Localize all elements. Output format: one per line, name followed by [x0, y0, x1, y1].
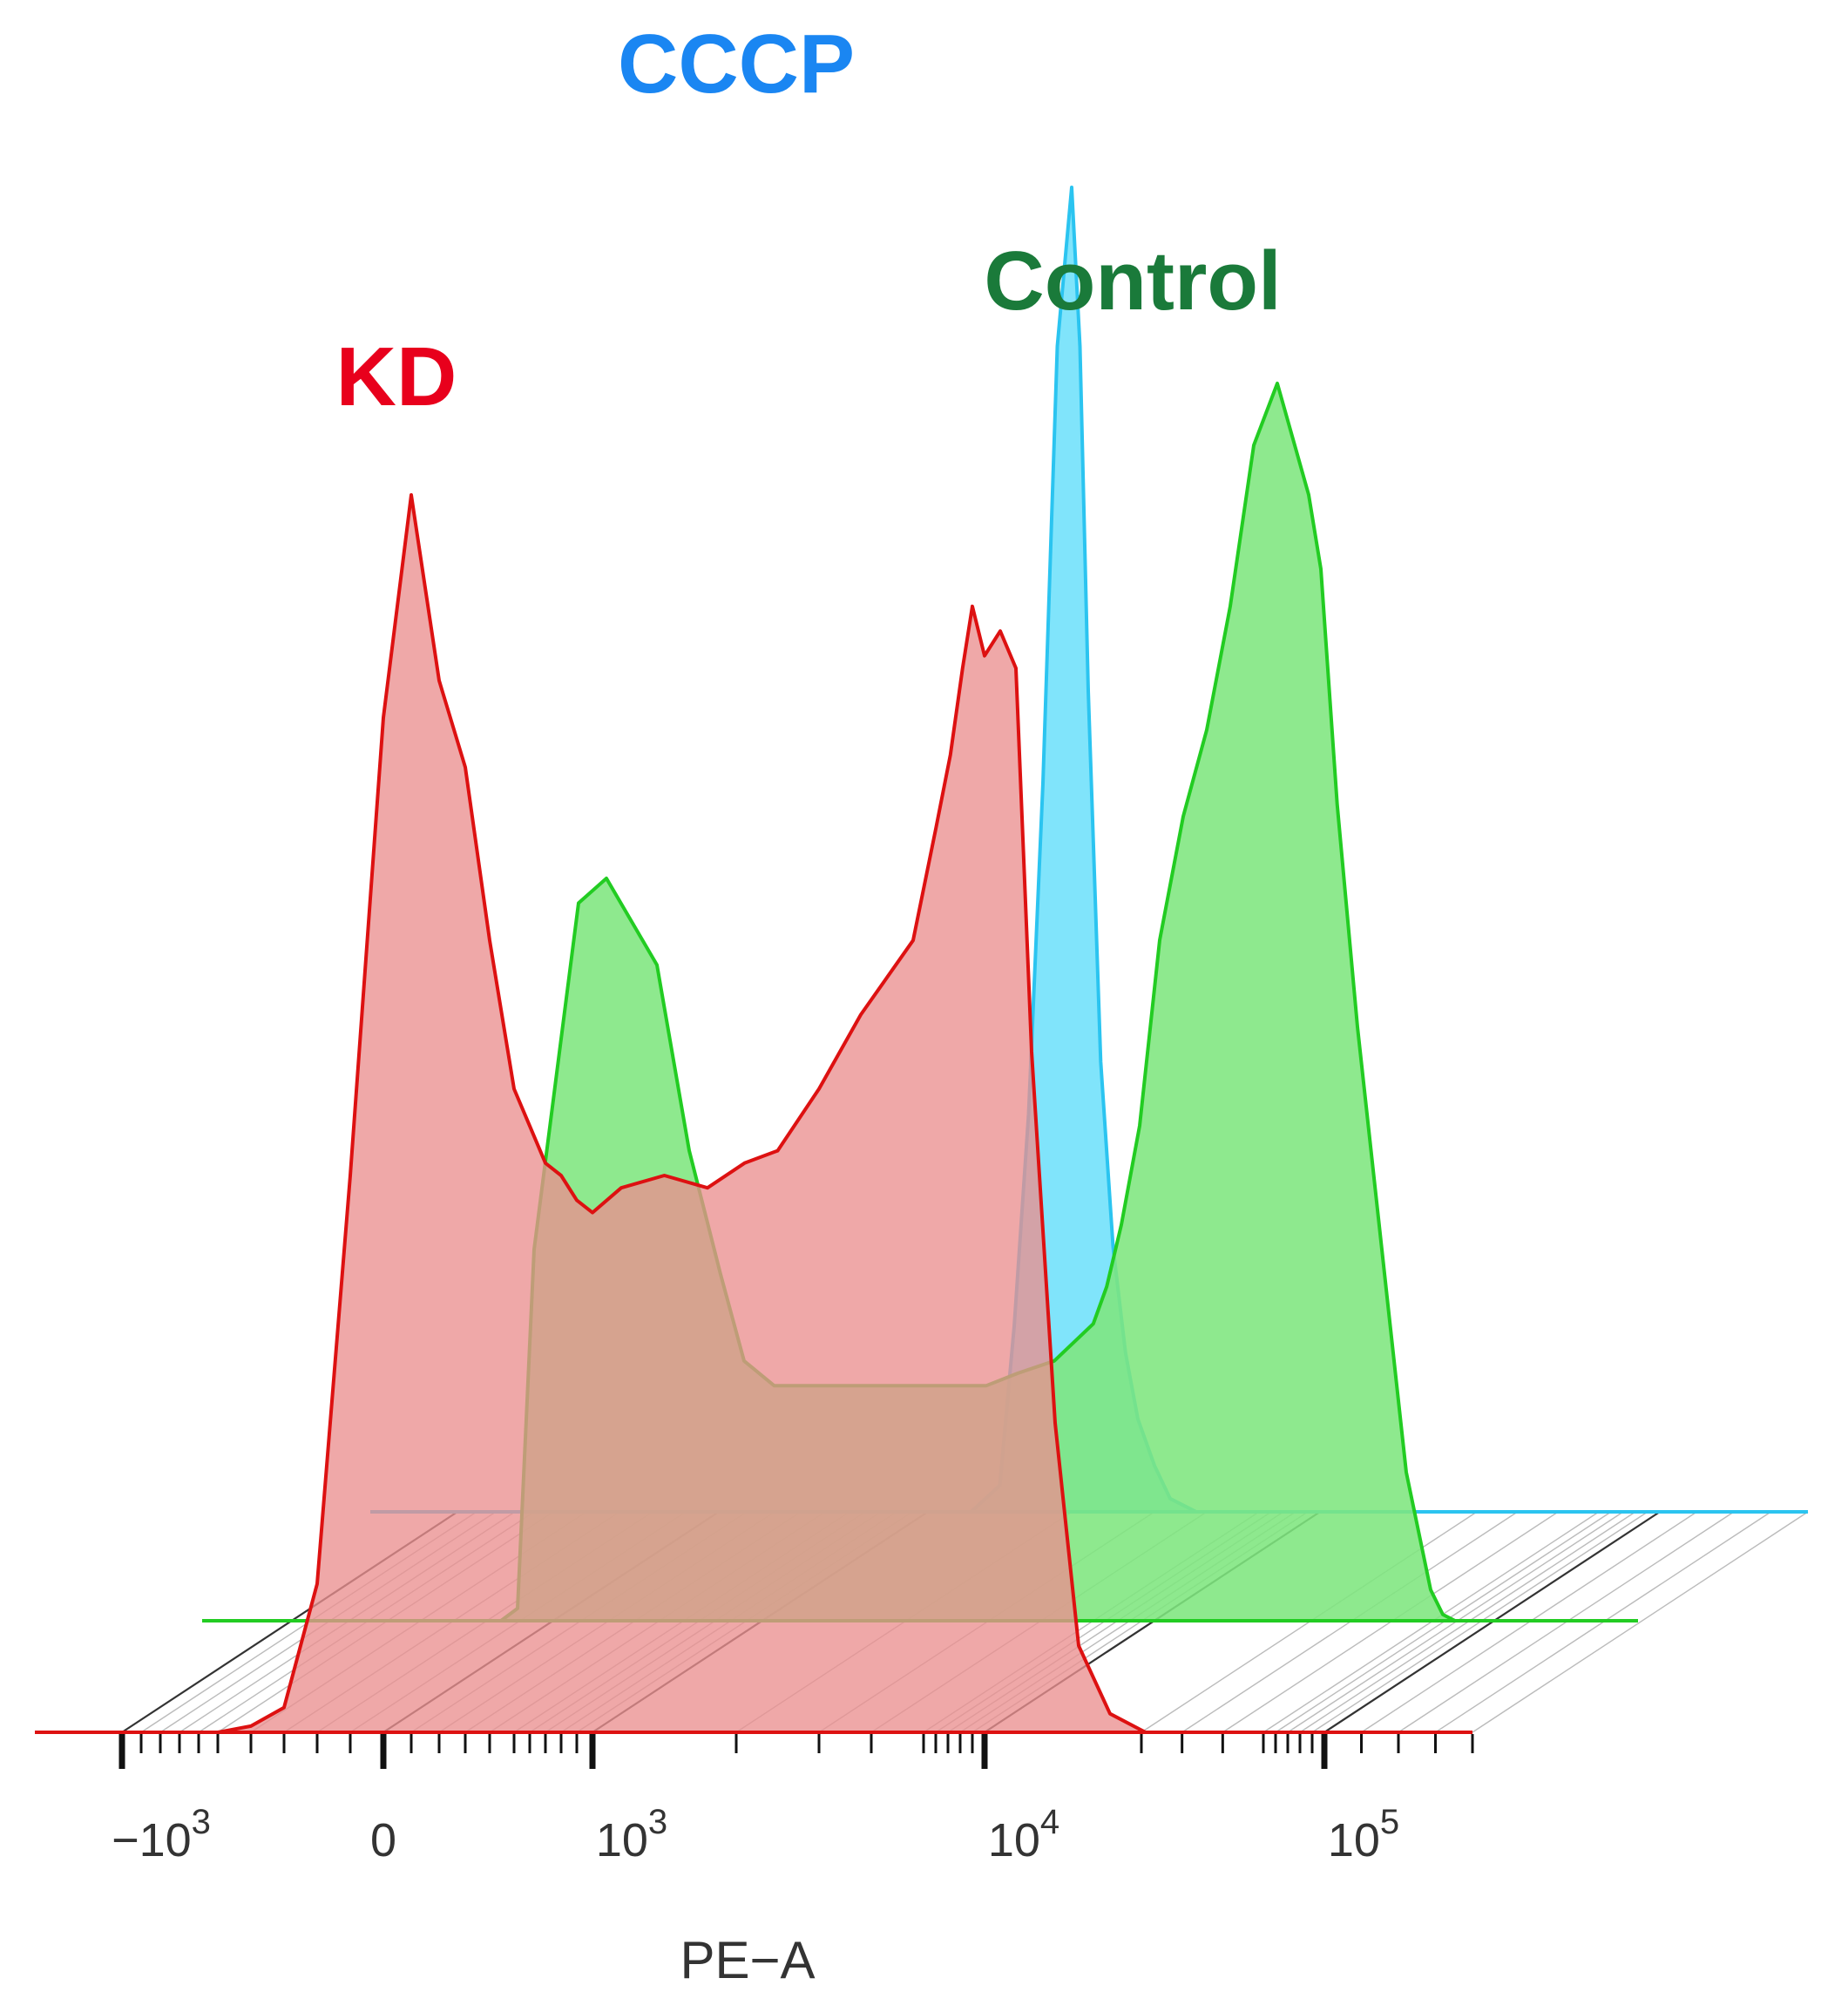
histogram-area-kd	[218, 495, 1146, 1732]
series-label-kd: KD	[336, 330, 457, 423]
x-tick-label: 105	[1328, 1803, 1399, 1866]
x-tick-label: 104	[988, 1803, 1059, 1866]
grid-line-minor	[1472, 1511, 1809, 1733]
histogram-series-layer	[35, 186, 1808, 1734]
x-axis: −103 0 103 104 105 PE−A	[112, 1734, 1474, 1989]
x-tick-label: 103	[596, 1803, 667, 1866]
series-label-cccp: CCCP	[618, 17, 855, 111]
histogram-area-control	[501, 383, 1455, 1621]
x-axis-title: PE−A	[680, 1931, 815, 1989]
histogram-line-kd	[217, 493, 1147, 1734]
histogram-line-control	[499, 382, 1456, 1622]
series-label-layer: CCCP Control KD	[336, 17, 1282, 423]
x-tick-label: 0	[370, 1814, 396, 1866]
x-tick-label: −103	[112, 1803, 211, 1866]
series-label-control: Control	[984, 234, 1281, 328]
